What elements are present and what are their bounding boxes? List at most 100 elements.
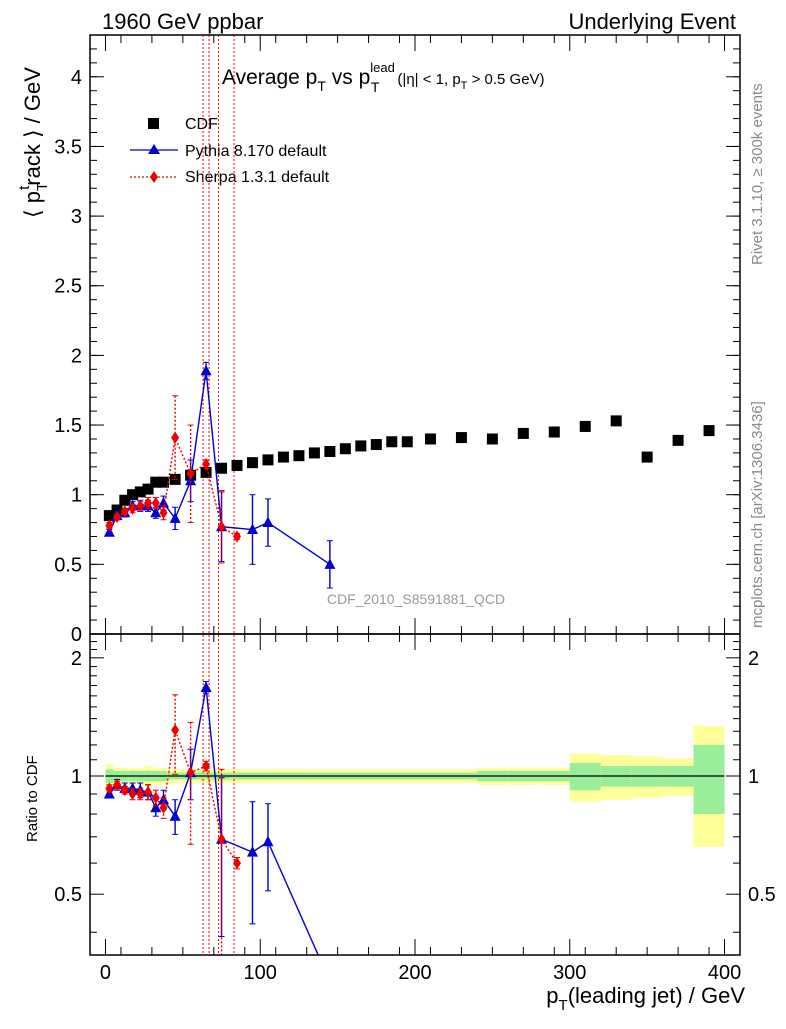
pythia-ratio-point — [247, 846, 258, 857]
pythia-point — [324, 558, 336, 569]
sherpa-ratio-point — [233, 857, 242, 870]
sherpa-ratio-point — [217, 833, 226, 846]
sherpa-ratio-point — [202, 760, 211, 773]
cdf-data-point — [119, 494, 131, 506]
cdf-data-point — [610, 415, 622, 427]
ratio-ytick-label-right: 2 — [748, 648, 759, 670]
sherpa-point — [202, 458, 211, 471]
cdf-data-point — [127, 489, 139, 501]
cdf-data-point — [339, 443, 351, 455]
cdf-data-point — [308, 447, 320, 459]
cdf-data-point — [641, 451, 653, 463]
cdf-data-point — [262, 454, 274, 466]
pythia-ratio-point — [150, 801, 162, 813]
main-ytick-label: 0.5 — [54, 554, 82, 576]
main-ylabel: ⟨ pTtrack ⟩ / GeV — [16, 67, 51, 218]
sherpa-point — [144, 497, 153, 510]
sherpa-point — [171, 431, 180, 444]
cdf-data-point — [424, 433, 436, 445]
pythia-point — [200, 364, 212, 376]
ratio-ytick-label: 0.5 — [54, 884, 82, 906]
xtick-label: 200 — [398, 962, 431, 984]
sherpa-ratio-point — [186, 766, 195, 779]
pythia-ratio-point — [262, 835, 274, 847]
cdf-data-point — [200, 466, 212, 478]
legend: CDF Pythia 8.170 default Sherpa 1.3.1 de… — [130, 116, 330, 186]
sherpa-ratio-point — [120, 784, 129, 797]
cdf-data-point — [293, 450, 305, 462]
xtick-label: 400 — [708, 962, 741, 984]
legend-pythia-label: Pythia 8.170 default — [185, 143, 327, 160]
sherpa-ratio-point — [128, 787, 137, 800]
sherpa-ratio-point — [144, 786, 153, 799]
pythia-point — [185, 474, 197, 486]
ratio-bands — [105, 726, 725, 847]
cdf-data-point — [324, 446, 336, 458]
cdf-data-point — [386, 436, 398, 448]
main-ytick-label: 1 — [71, 485, 82, 507]
legend-sherpa-label: Sherpa 1.3.1 default — [185, 169, 330, 186]
ratio-series — [103, 681, 319, 955]
cdf-data-point — [548, 426, 560, 438]
ratio-ylabel: Ratio to CDF — [24, 755, 41, 842]
sherpa-ratio-point — [105, 782, 114, 795]
sherpa-ratio-point — [171, 723, 180, 736]
sherpa-point — [186, 467, 195, 480]
sherpa-point — [105, 519, 114, 532]
ratio-ytick-label: 2 — [71, 648, 82, 670]
process-label: Underlying Event — [568, 9, 736, 34]
sherpa-ratio-point — [136, 787, 145, 800]
cdf-data-point — [579, 420, 591, 432]
ratio-ytick-label-right: 0.5 — [748, 884, 776, 906]
cdf-data-point — [231, 459, 243, 471]
pythia-point — [150, 506, 162, 518]
xtick-label: 0 — [100, 962, 111, 984]
pythia-point — [247, 523, 258, 535]
cdf-data-point — [703, 425, 715, 437]
axes: 00.511.522.533.540.5 0.51 12 20 100 200 300 400 — [54, 34, 776, 984]
cdf-data-point — [486, 433, 498, 445]
cdf-data-point — [158, 476, 170, 488]
pythia-ratio-point — [169, 810, 181, 821]
cdf-data-point — [401, 436, 413, 448]
cdf-data-point — [216, 462, 228, 474]
rivet-label: Rivet 3.1.10, ≥ 300k events — [749, 83, 766, 265]
cdf-data-point — [355, 440, 367, 452]
sherpa-point — [233, 530, 242, 543]
legend-sherpa-marker — [150, 171, 158, 183]
main-series — [103, 361, 715, 589]
cdf-data-point — [277, 451, 289, 463]
energy-label: 1960 GeV ppbar — [102, 9, 263, 34]
cdf-data-point — [672, 434, 684, 446]
pythia-point — [169, 512, 181, 523]
pythia-point — [103, 526, 115, 537]
pythia-ratio-point — [127, 782, 139, 793]
sherpa-point — [159, 506, 168, 519]
mcplots-label: mcplots.cern.ch [arXiv:1306.3436] — [749, 401, 766, 628]
sherpa-ratio-point — [159, 801, 168, 814]
main-ytick-label: 0 — [71, 624, 82, 646]
pythia-ratio-point — [200, 681, 212, 693]
cdf-data-point — [150, 476, 162, 488]
pythia-point — [262, 516, 274, 528]
sherpa-point — [113, 510, 122, 523]
pythia-ratio-line — [108, 687, 319, 955]
pythia-point — [158, 497, 170, 508]
ratio-ytick-label: 1 — [71, 766, 82, 788]
sherpa-point — [217, 520, 226, 533]
main-ytick-label: 3 — [71, 206, 82, 228]
xtick-label: 300 — [553, 962, 586, 984]
xtick-label: 100 — [244, 962, 277, 984]
cdf-data-point — [455, 432, 467, 444]
legend-pythia-marker — [148, 144, 160, 154]
xlabel: pT(leading jet) / GeV — [546, 983, 745, 1014]
sherpa-point — [136, 499, 145, 512]
ratio-band-inner — [693, 744, 725, 815]
chart-title: Average pT vs plead T (|η| < 1, pT > 0.5 G… — [222, 60, 545, 95]
cdf-data-point — [142, 483, 154, 495]
legend-cdf-label: CDF — [185, 116, 218, 133]
sherpa-ratio-point — [113, 778, 122, 791]
cdf-data-point — [517, 427, 529, 439]
cdf-data-point — [370, 439, 382, 451]
cdf-data-point — [134, 486, 146, 498]
